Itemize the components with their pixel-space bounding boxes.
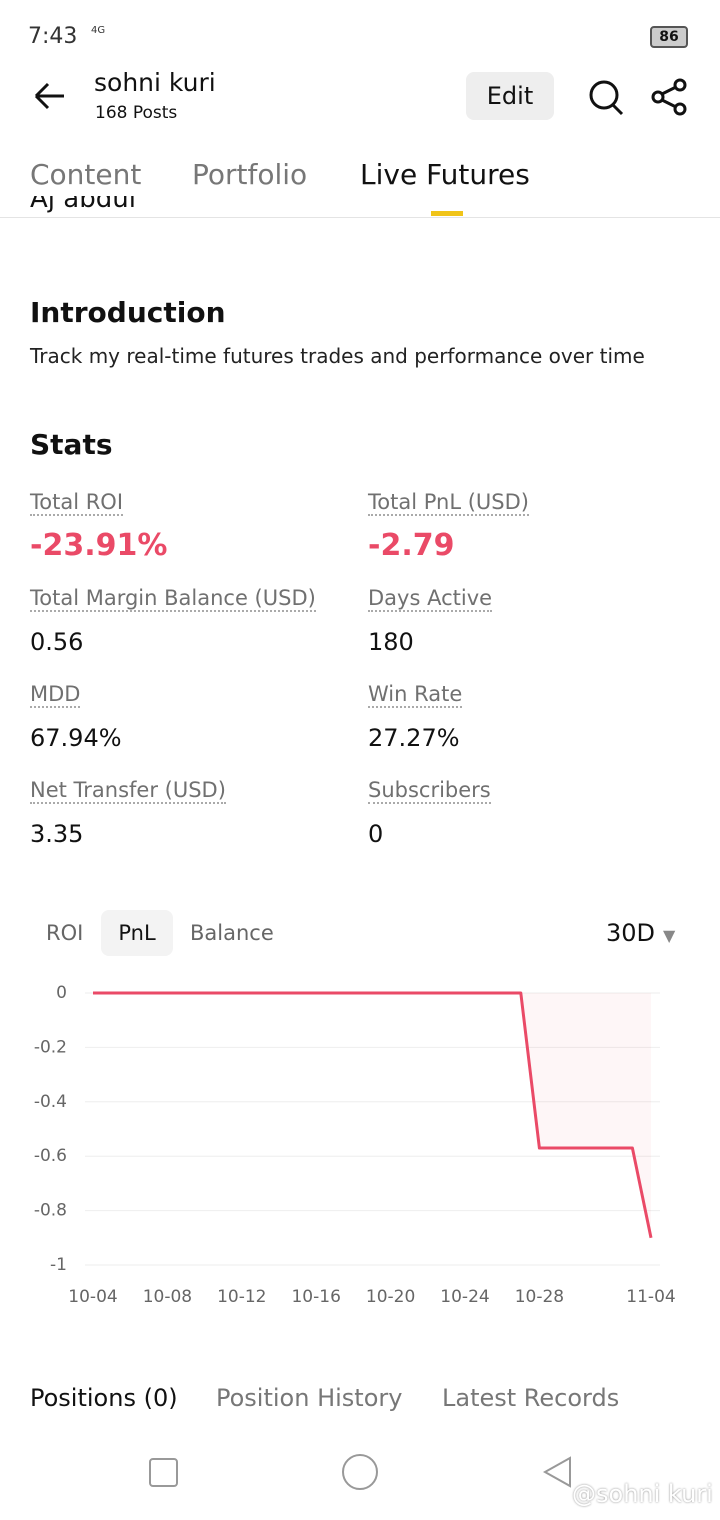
network: 4G	[91, 25, 106, 36]
stat-label[interactable]: Win Rate	[368, 682, 463, 708]
section-title: Stats	[30, 428, 113, 461]
bottom-tab[interactable]: Position History	[216, 1384, 403, 1412]
intro-text: Track my real-time futures trades and pe…	[30, 344, 645, 368]
chart-tab[interactable]: ROI	[46, 921, 84, 945]
stat-value: 27.27%	[368, 724, 460, 752]
line	[93, 991, 653, 1239]
post-count: 168 Posts	[95, 103, 178, 123]
dropdown-arrow: ▼	[663, 926, 676, 945]
x-tick-label: 10-20	[366, 1287, 415, 1307]
y-tick-label: -0.4	[34, 1092, 67, 1112]
section-title: Introduction	[30, 296, 226, 329]
y-tick-label: 0	[56, 983, 67, 1003]
stat-value: 0.56	[30, 628, 84, 656]
x-tick-label: 11-04	[626, 1287, 675, 1307]
stat-value: 0	[368, 820, 384, 848]
tab[interactable]: Content	[30, 158, 142, 191]
chart: 0 -0.2 -0.4 -0.6 -0.8 -110-04 10-08 10-12 10-16 1…	[34, 983, 676, 1307]
stat-label[interactable]: Net Transfer (USD)	[30, 778, 226, 804]
stat-label[interactable]: Subscribers	[368, 778, 491, 804]
chart-tab[interactable]: Balance	[190, 921, 274, 945]
x-tick-label: 10-12	[217, 1287, 266, 1307]
stat-value: 3.35	[30, 820, 84, 848]
stat-label[interactable]: Total ROI	[30, 490, 124, 516]
y-tick-label: -1	[50, 1255, 67, 1275]
watermark: @sohni kuri	[572, 1480, 713, 1508]
y-tick-label: -0.8	[34, 1201, 67, 1221]
search-icon[interactable]	[586, 78, 626, 118]
y-tick-label: -0.2	[34, 1037, 67, 1057]
chart-tab-active[interactable]: PnL	[101, 910, 173, 956]
stat-value: -2.79	[368, 528, 455, 563]
divider	[0, 217, 720, 218]
time: 7:43	[28, 24, 78, 49]
stat-value: 67.94%	[30, 724, 122, 752]
bottom-tab[interactable]: Latest Records	[442, 1384, 620, 1412]
tab-active[interactable]: Live Futures	[360, 158, 530, 191]
profile-name: sohni kuri	[94, 68, 216, 97]
range-selector[interactable]: 30D ▼	[606, 919, 675, 947]
battery: 86	[650, 26, 688, 48]
nav-bar	[149, 1454, 571, 1490]
share-icon[interactable]	[650, 78, 690, 118]
stat-label[interactable]: Days Active	[368, 586, 493, 612]
stat-value: -23.91%	[30, 528, 168, 563]
x-tick-label: 10-28	[515, 1287, 564, 1307]
x-tick-label: 10-04	[68, 1287, 117, 1307]
x-tick-label: 10-16	[291, 1287, 340, 1307]
stat-label[interactable]: Total Margin Balance (USD)	[30, 586, 316, 612]
partial-name-text: Aj abdul	[30, 196, 136, 214]
x-tick-label: 10-24	[440, 1287, 489, 1307]
stat-value: 180	[368, 628, 414, 656]
edit-button[interactable]: Edit	[466, 72, 554, 120]
stat-label[interactable]: Total PnL (USD)	[368, 490, 529, 516]
tab[interactable]: Portfolio	[192, 158, 308, 191]
bottom-tab-active[interactable]: Positions (0)	[30, 1384, 178, 1412]
range-text: 30D	[606, 919, 656, 947]
line-area	[93, 993, 651, 1238]
x-tick-label: 10-08	[143, 1287, 192, 1307]
stat-label[interactable]: MDD	[30, 682, 81, 708]
back-button[interactable]	[30, 78, 70, 114]
partial-name: Aj abdul	[30, 196, 136, 218]
y-tick-label: -0.6	[34, 1146, 67, 1166]
tab-indicator	[431, 211, 463, 216]
